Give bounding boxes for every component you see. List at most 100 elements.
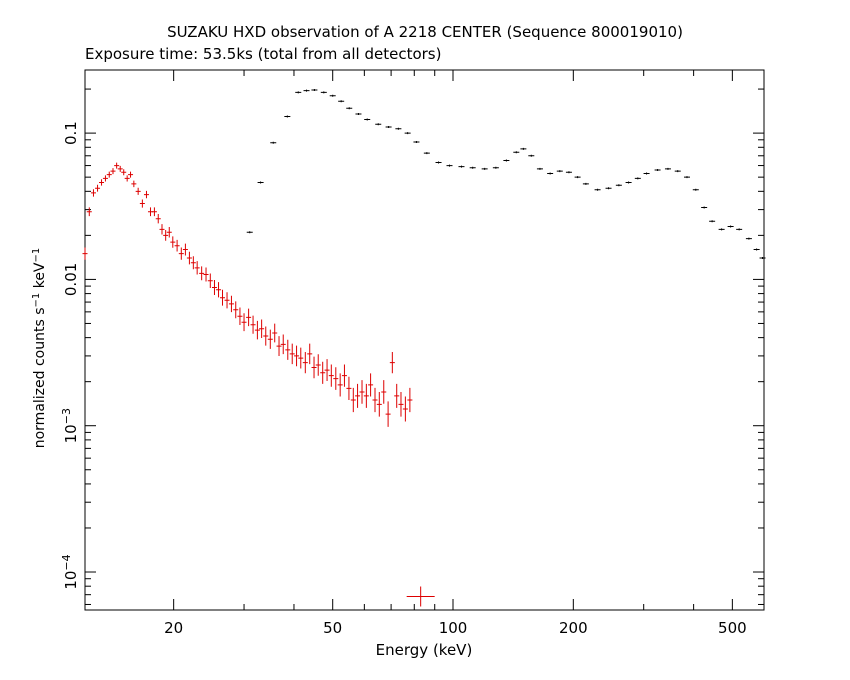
y-axis-label-exp2: −1 [31, 248, 42, 263]
data-point [406, 586, 435, 607]
data-point [139, 199, 145, 208]
data-point [289, 343, 295, 365]
data-point [582, 182, 589, 185]
chart-title: SUZAKU HXD observation of A 2218 CENTER … [167, 23, 683, 41]
data-point [315, 354, 321, 376]
data-point [207, 273, 213, 288]
data-point [320, 361, 326, 384]
series-2 [82, 162, 413, 427]
data-point [363, 383, 369, 408]
x-tick-label: 200 [559, 619, 588, 637]
data-point [110, 168, 116, 175]
data-point [259, 319, 265, 338]
data-point [398, 392, 404, 417]
data-point [131, 180, 137, 188]
data-point [174, 239, 180, 252]
data-point [395, 127, 402, 130]
data-point [520, 147, 527, 150]
data-point [481, 167, 488, 170]
data-point [513, 151, 520, 154]
data-point [302, 351, 308, 374]
data-point [121, 169, 127, 176]
data-point [270, 141, 277, 144]
data-point [216, 282, 222, 298]
data-point [328, 364, 334, 387]
x-tick-label: 500 [718, 619, 747, 637]
data-point [692, 188, 699, 191]
data-point [664, 167, 671, 170]
data-point [413, 140, 420, 143]
data-point [303, 89, 310, 92]
data-point [284, 115, 291, 118]
data-point [155, 213, 161, 224]
data-point [95, 184, 101, 192]
data-point [574, 176, 581, 179]
data-point [324, 359, 330, 381]
data-point [346, 376, 352, 401]
data-point [170, 236, 176, 248]
y-tick-label: 10−3 [60, 408, 81, 443]
data-point [492, 166, 499, 169]
data-point [124, 175, 130, 182]
y-axis-label: normalized counts s−1 keV−1 [31, 248, 49, 449]
y-tick-label: 10−4 [60, 554, 81, 589]
plot-frame [84, 69, 765, 611]
series-3 [406, 586, 435, 607]
data-point [615, 184, 622, 187]
data-point [233, 301, 239, 319]
x-tick-label: 50 [323, 619, 342, 637]
data-point [90, 189, 96, 197]
data-point [337, 373, 343, 397]
data-point [458, 165, 465, 168]
data-point [246, 308, 252, 327]
data-point [547, 172, 554, 175]
data-point [228, 295, 234, 313]
data-point [267, 329, 273, 349]
data-point [376, 392, 382, 417]
data-point [186, 251, 192, 265]
data-point [237, 307, 243, 325]
data-point [338, 100, 345, 103]
data-point [341, 364, 347, 387]
data-point [295, 91, 302, 94]
data-point [446, 164, 453, 167]
data-point [625, 181, 632, 184]
data-point [674, 170, 681, 173]
data-point [368, 373, 374, 397]
data-point [372, 387, 378, 413]
x-tick-label: 100 [439, 619, 468, 637]
data-point [190, 256, 196, 270]
data-point [106, 171, 112, 178]
data-point [404, 132, 411, 135]
data-point [117, 165, 123, 172]
data-point [298, 347, 304, 369]
data-point [435, 161, 442, 164]
data-point [128, 171, 134, 178]
y-tick-label: 0.01 [62, 263, 80, 296]
data-point [355, 113, 362, 116]
y-tick-label-base: 10 [62, 424, 80, 443]
data-point [203, 267, 209, 282]
data-point [166, 227, 172, 238]
data-point [375, 123, 382, 126]
data-point [272, 323, 278, 343]
data-point [385, 126, 392, 129]
data-point [263, 326, 269, 346]
data-point [182, 243, 188, 256]
data-point [727, 225, 734, 228]
chart-subtitle: Exposure time: 53.5ks (total from all de… [85, 45, 441, 63]
data-point [736, 228, 743, 231]
data-point [333, 367, 339, 390]
data-point [246, 231, 253, 234]
data-point [346, 107, 353, 110]
data-point [211, 280, 217, 296]
data-point [329, 94, 336, 97]
data-point [320, 91, 327, 94]
data-point [280, 334, 286, 355]
data-point [254, 320, 260, 340]
data-point [194, 261, 200, 275]
data-point [503, 159, 510, 162]
data-point [311, 356, 317, 379]
data-point [701, 206, 708, 209]
